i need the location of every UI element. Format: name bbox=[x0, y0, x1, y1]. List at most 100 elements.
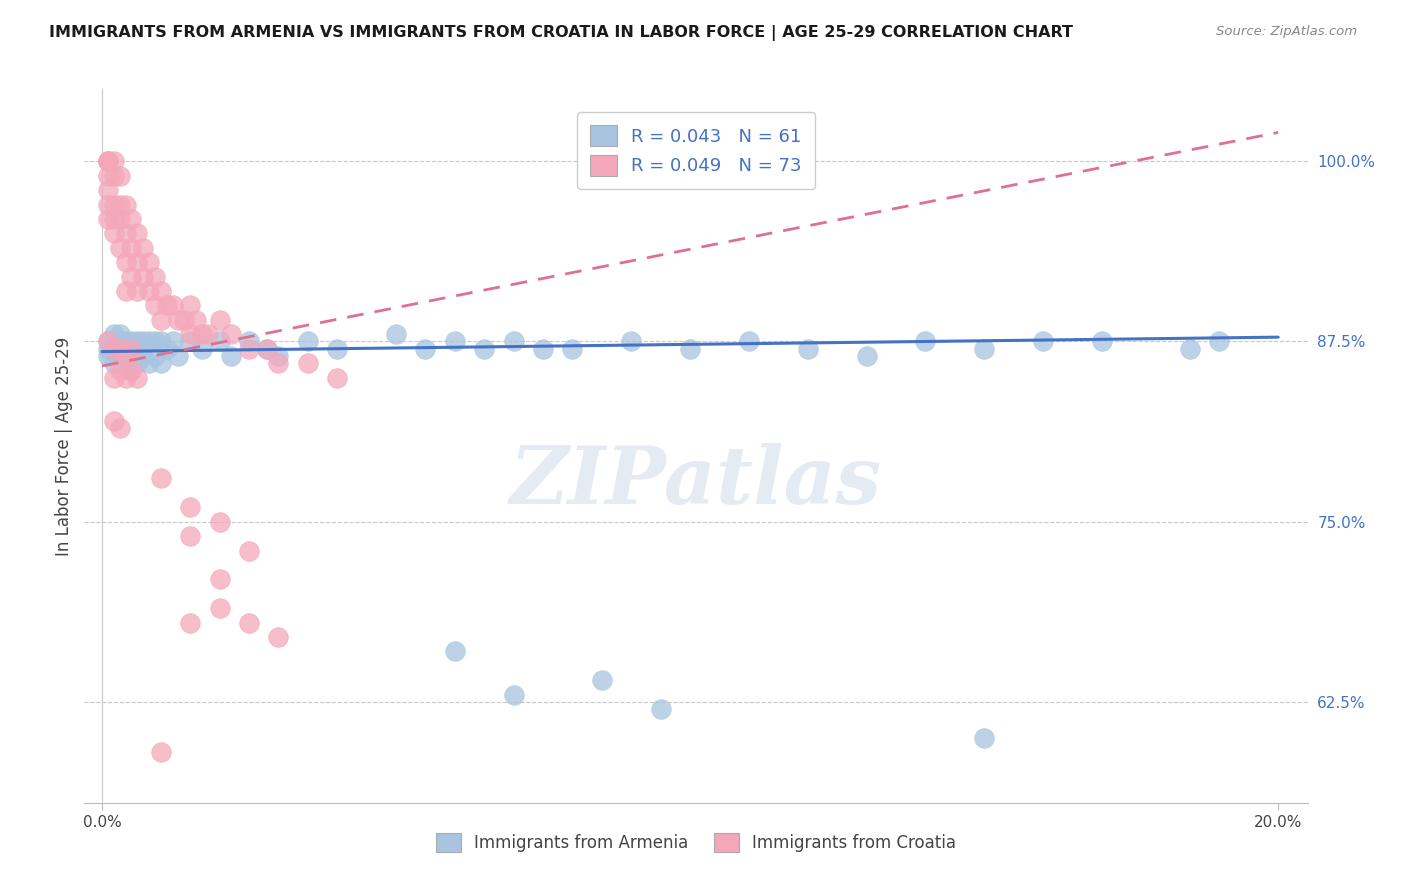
Point bbox=[120, 363, 142, 377]
Point bbox=[162, 298, 184, 312]
Point bbox=[120, 342, 142, 356]
Point bbox=[167, 349, 190, 363]
Point bbox=[138, 284, 160, 298]
Point bbox=[103, 169, 125, 183]
Point bbox=[208, 515, 231, 529]
Point bbox=[138, 255, 160, 269]
Point bbox=[108, 363, 131, 377]
Point bbox=[120, 269, 142, 284]
Point bbox=[149, 471, 172, 485]
Point bbox=[103, 356, 125, 370]
Point bbox=[415, 342, 437, 356]
Point bbox=[127, 284, 149, 298]
Point bbox=[114, 370, 136, 384]
Point bbox=[132, 269, 155, 284]
Point bbox=[114, 197, 136, 211]
Point bbox=[120, 342, 142, 356]
Point bbox=[103, 197, 125, 211]
Point bbox=[108, 342, 131, 356]
Point bbox=[267, 630, 290, 644]
Point bbox=[208, 334, 231, 349]
Point bbox=[114, 349, 136, 363]
Point bbox=[97, 154, 120, 169]
Point bbox=[149, 745, 172, 759]
Point bbox=[108, 241, 131, 255]
Point bbox=[179, 327, 201, 342]
Point bbox=[97, 169, 120, 183]
Point bbox=[114, 255, 136, 269]
Point bbox=[103, 154, 125, 169]
Point bbox=[103, 227, 125, 241]
Point bbox=[108, 334, 131, 349]
Point bbox=[103, 370, 125, 384]
Point bbox=[149, 356, 172, 370]
Point bbox=[143, 269, 166, 284]
Point bbox=[179, 500, 201, 515]
Point bbox=[114, 227, 136, 241]
Point bbox=[591, 673, 613, 688]
Point bbox=[973, 731, 995, 745]
Point bbox=[108, 197, 131, 211]
Point bbox=[238, 342, 260, 356]
Point bbox=[114, 342, 136, 356]
Point bbox=[103, 327, 125, 342]
Point bbox=[855, 349, 877, 363]
Point bbox=[208, 601, 231, 615]
Point bbox=[679, 342, 702, 356]
Point bbox=[238, 543, 260, 558]
Point bbox=[973, 342, 995, 356]
Point bbox=[108, 327, 131, 342]
Point bbox=[267, 356, 290, 370]
Point bbox=[197, 327, 219, 342]
Point bbox=[297, 356, 319, 370]
Point bbox=[127, 255, 149, 269]
Point bbox=[561, 342, 583, 356]
Point bbox=[156, 298, 179, 312]
Point bbox=[132, 349, 155, 363]
Y-axis label: In Labor Force | Age 25-29: In Labor Force | Age 25-29 bbox=[55, 336, 73, 556]
Point bbox=[108, 169, 131, 183]
Point bbox=[138, 356, 160, 370]
Point bbox=[114, 284, 136, 298]
Point bbox=[191, 342, 214, 356]
Point bbox=[444, 644, 467, 658]
Point bbox=[221, 349, 243, 363]
Point bbox=[1091, 334, 1114, 349]
Point bbox=[127, 227, 149, 241]
Point bbox=[156, 342, 179, 356]
Point bbox=[167, 313, 190, 327]
Point bbox=[132, 241, 155, 255]
Point bbox=[179, 298, 201, 312]
Point bbox=[149, 284, 172, 298]
Point bbox=[221, 327, 243, 342]
Point bbox=[173, 313, 195, 327]
Point bbox=[97, 334, 120, 349]
Point bbox=[127, 356, 149, 370]
Point bbox=[97, 334, 120, 349]
Point bbox=[138, 334, 160, 349]
Point bbox=[1178, 342, 1201, 356]
Point bbox=[162, 334, 184, 349]
Point bbox=[108, 349, 131, 363]
Point bbox=[143, 349, 166, 363]
Point bbox=[149, 313, 172, 327]
Legend: Immigrants from Armenia, Immigrants from Croatia: Immigrants from Armenia, Immigrants from… bbox=[429, 826, 963, 859]
Point bbox=[1208, 334, 1230, 349]
Point bbox=[914, 334, 936, 349]
Point bbox=[184, 313, 207, 327]
Point bbox=[103, 342, 125, 356]
Point bbox=[97, 183, 120, 197]
Point bbox=[114, 356, 136, 370]
Point bbox=[267, 349, 290, 363]
Point bbox=[120, 334, 142, 349]
Point bbox=[191, 327, 214, 342]
Point bbox=[97, 211, 120, 226]
Point bbox=[97, 342, 120, 356]
Point bbox=[256, 342, 278, 356]
Point bbox=[103, 414, 125, 428]
Point bbox=[114, 334, 136, 349]
Point bbox=[531, 342, 554, 356]
Point bbox=[650, 702, 672, 716]
Point bbox=[502, 688, 524, 702]
Point bbox=[297, 334, 319, 349]
